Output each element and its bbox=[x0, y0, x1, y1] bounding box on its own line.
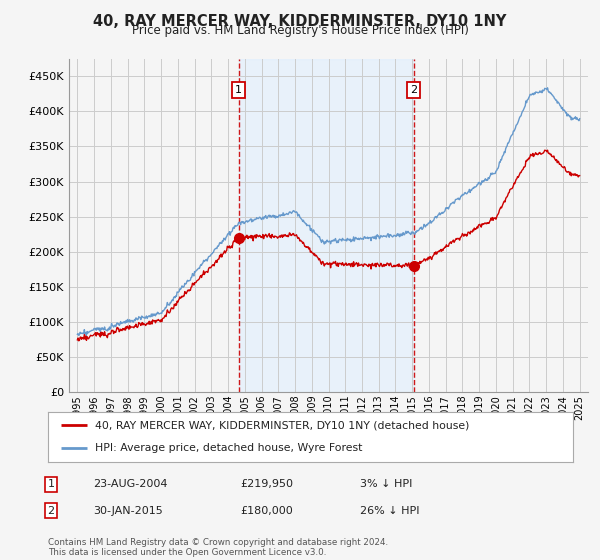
Bar bbox=[239, 59, 413, 392]
Text: £180,000: £180,000 bbox=[240, 506, 293, 516]
Text: Price paid vs. HM Land Registry's House Price Index (HPI): Price paid vs. HM Land Registry's House … bbox=[131, 24, 469, 36]
Text: 30-JAN-2015: 30-JAN-2015 bbox=[93, 506, 163, 516]
Text: 3% ↓ HPI: 3% ↓ HPI bbox=[360, 479, 412, 489]
Text: £219,950: £219,950 bbox=[240, 479, 293, 489]
Text: 2: 2 bbox=[47, 506, 55, 516]
Text: Contains HM Land Registry data © Crown copyright and database right 2024.
This d: Contains HM Land Registry data © Crown c… bbox=[48, 538, 388, 557]
Text: 40, RAY MERCER WAY, KIDDERMINSTER, DY10 1NY (detached house): 40, RAY MERCER WAY, KIDDERMINSTER, DY10 … bbox=[95, 420, 470, 430]
Text: 1: 1 bbox=[235, 85, 242, 95]
Text: 26% ↓ HPI: 26% ↓ HPI bbox=[360, 506, 419, 516]
Text: 23-AUG-2004: 23-AUG-2004 bbox=[93, 479, 167, 489]
Text: 1: 1 bbox=[47, 479, 55, 489]
Text: HPI: Average price, detached house, Wyre Forest: HPI: Average price, detached house, Wyre… bbox=[95, 443, 362, 453]
Text: 40, RAY MERCER WAY, KIDDERMINSTER, DY10 1NY: 40, RAY MERCER WAY, KIDDERMINSTER, DY10 … bbox=[94, 14, 506, 29]
Text: 2: 2 bbox=[410, 85, 417, 95]
